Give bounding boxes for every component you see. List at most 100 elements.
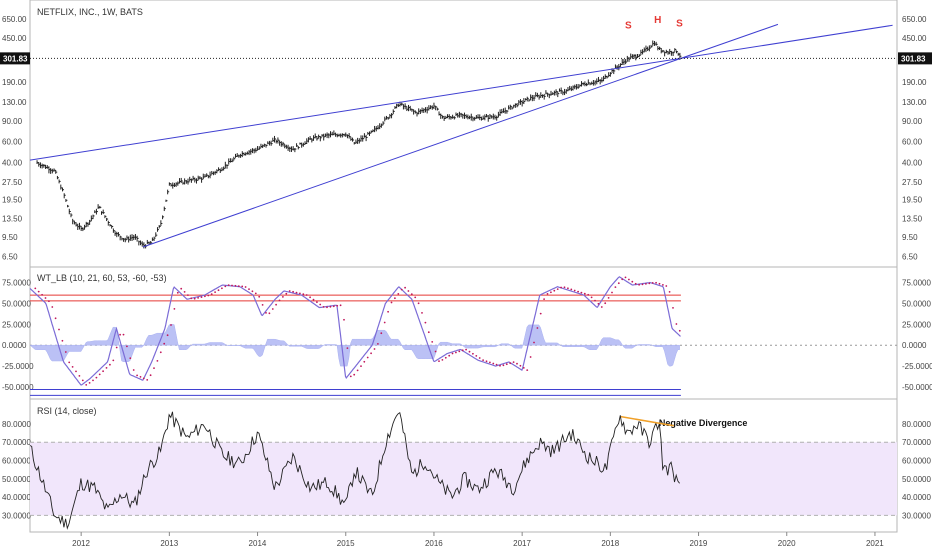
wt-signal-dot — [343, 318, 345, 321]
wt-signal-dot — [132, 369, 135, 371]
price-tick-left: 13.50 — [2, 215, 23, 224]
rsi-line — [29, 411, 680, 530]
wt-signal-dot — [634, 282, 637, 285]
wt-signal-dot — [655, 281, 657, 284]
rsi-tick-right: 60.0000 — [902, 457, 931, 466]
wt-signal-dot — [370, 352, 372, 355]
x-tick-label: 2012 — [72, 539, 90, 548]
wt-signal-dot — [587, 293, 590, 296]
price-tick-left: 6.50 — [2, 252, 18, 261]
wt-signal-dot — [482, 359, 484, 361]
wt-signal-dot — [217, 289, 220, 292]
wt-signal-dot — [390, 301, 393, 304]
wt-signal-dot — [672, 307, 674, 309]
wt-tick-left: -25.0000 — [2, 362, 34, 371]
wt-signal-dot — [580, 291, 583, 294]
wt-signal-dot — [71, 366, 74, 368]
price-tick-right: 13.50 — [902, 215, 923, 224]
wt-signal-dot — [485, 360, 488, 363]
wt-signal-dot — [44, 297, 47, 299]
wt-signal-dot — [475, 355, 478, 357]
wt-signal-dot — [183, 291, 186, 293]
wt-signal-dot — [126, 345, 128, 348]
wt-signal-dot — [210, 293, 213, 295]
wt-signal-dot — [600, 306, 603, 308]
wt-signal-dot — [153, 367, 155, 369]
price-tick-left: 60.00 — [2, 138, 23, 147]
wt-signal-dot — [472, 352, 474, 355]
wt-signal-dot — [156, 360, 159, 362]
wt-signal-dot — [366, 356, 369, 359]
wt-signal-dot — [573, 289, 576, 292]
wt-signal-dot — [176, 291, 179, 294]
wt-signal-dot — [397, 293, 400, 295]
wt-signal-dot — [421, 312, 423, 314]
wt-signal-dot — [278, 299, 281, 302]
price-tick-right: 9.50 — [902, 233, 918, 242]
wt-lines — [29, 276, 681, 386]
wt-signal-dot — [180, 287, 183, 290]
wt-signal-dot — [624, 276, 627, 279]
wt-tick-right: 25.0000 — [902, 320, 931, 329]
wt-signal-dot — [394, 297, 396, 300]
wt-tick-left: 25.0000 — [2, 320, 31, 329]
price-tick-left: 450.00 — [2, 34, 27, 43]
wt-signal-dot — [163, 342, 166, 345]
price-tick-right: 190.00 — [902, 78, 927, 87]
wt-signal-dot — [122, 333, 125, 336]
wt-signal-dot — [363, 360, 366, 363]
wt-signal-dot — [227, 284, 230, 286]
wt-signal-dot — [119, 333, 121, 336]
divergence-label: Negative Divergence — [659, 418, 748, 428]
wt-signal-dot — [550, 291, 552, 294]
wt-signal-dot — [495, 363, 498, 366]
wt-signal-dot — [149, 374, 152, 377]
wt-signal-dot — [536, 327, 539, 329]
x-tick-label: 2020 — [778, 539, 796, 548]
x-axis: 2012 2013 2014 2015 2016 2017 2018 2019 2020 2021 — [72, 532, 884, 548]
rsi-tick-right: 80.0000 — [902, 420, 931, 429]
wt-signal-dot — [329, 305, 332, 308]
wt-signal-dot — [567, 287, 569, 290]
wt-signal-dot — [139, 376, 142, 378]
wt-histogram-area — [29, 324, 680, 367]
x-tick-label: 2018 — [601, 539, 619, 548]
wt-signal-dot — [187, 294, 189, 296]
wt-signal-dot — [424, 321, 427, 324]
wt-signal-dot — [170, 324, 172, 326]
wt-signal-dot — [607, 297, 610, 299]
wt-signal-dot — [628, 278, 630, 281]
wt-signal-dot — [560, 286, 562, 289]
rsi-tick-left: 80.0000 — [2, 420, 31, 429]
price-tick-right: 60.00 — [902, 138, 923, 147]
wt-signal-dot — [244, 286, 247, 288]
wt-signal-dot — [109, 363, 111, 366]
wt-signal-dot — [455, 351, 457, 354]
wt-signal-dot — [207, 294, 210, 297]
wt-histogram — [29, 324, 680, 367]
x-tick-label: 2014 — [249, 539, 267, 548]
wt-signal-dot — [353, 373, 356, 376]
wt-signal-dot — [204, 295, 206, 298]
wt-signal-dot — [543, 298, 545, 300]
price-tick-right: 6.50 — [902, 252, 918, 261]
wt-signal-dot — [51, 306, 54, 308]
wt-signal-dot — [519, 364, 522, 367]
wt-signal-dot — [282, 296, 284, 298]
rsi-tick-left: 60.0000 — [2, 457, 31, 466]
wt-signal-dot — [88, 382, 91, 384]
rsi-tick-left: 40.0000 — [2, 493, 31, 502]
wt-signal-dot — [288, 290, 291, 292]
wt-signal-dot — [197, 297, 200, 299]
wt-signal-dot — [638, 283, 640, 286]
wt-signal-dot — [224, 285, 227, 288]
wt-signal-dot — [268, 312, 271, 315]
wt-signal-dot — [665, 285, 668, 287]
price-pane-title: NETFLIX, INC., 1W, BATS — [37, 7, 143, 17]
hs-label: S — [625, 20, 632, 31]
wt-tick-left: 0.0000 — [2, 341, 27, 350]
wt-signal-dot — [136, 374, 139, 377]
wt-signal-dot — [377, 343, 379, 345]
wt-signal-dot — [68, 361, 71, 364]
